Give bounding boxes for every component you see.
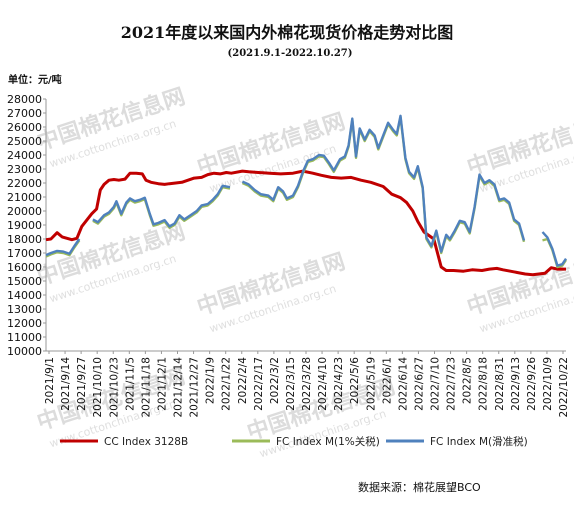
x-tick-label: 2022/9/26 [526, 357, 538, 411]
x-tick-label: 2022/4/23 [333, 357, 345, 411]
y-tick-label: 23000 [7, 163, 42, 176]
x-tick-label: 2022/5/6 [349, 357, 361, 404]
series-layer [45, 114, 568, 277]
y-tick-label: 26000 [7, 121, 42, 134]
x-tick-label: 2022/10/9 [542, 357, 554, 411]
x-tick-label: 2022/3/15 [285, 357, 297, 411]
y-tick-label: 28000 [7, 93, 42, 106]
y-tick-label: 20000 [7, 205, 42, 218]
y-tick-label: 22000 [7, 177, 42, 190]
legend-label-fc-index-sliding: FC Index M(滑准税) [430, 435, 528, 448]
source-note: 数据来源：棉花展望BCO [358, 480, 481, 494]
x-tick-label: 2022/7/23 [446, 357, 458, 411]
series-line-fc-index-sliding [45, 238, 81, 257]
x-tick-label: 2021/12/14 [173, 357, 185, 418]
x-tick-label: 2022/8/31 [494, 357, 506, 411]
x-tick-label: 2022/5/19 [365, 357, 377, 411]
unit-label: 单位：元/吨 [8, 73, 62, 86]
x-tick-label: 2021/12/27 [189, 357, 201, 418]
series-line-cc-index [45, 169, 566, 277]
x-tick-label: 2021/9/27 [76, 357, 88, 411]
x-tick-label: 2022/3/2 [269, 357, 281, 404]
x-tick-label: 2021/11/5 [124, 357, 136, 411]
x-tick-label: 2022/8/5 [462, 357, 474, 404]
y-tick-label: 17000 [7, 247, 42, 260]
y-tick-label: 14000 [7, 289, 42, 302]
x-tick-label: 2022/1/22 [221, 357, 233, 411]
chart-subtitle: (2021.9.1-2022.10.27) [228, 48, 353, 59]
x-tick-label: 2021/10/23 [108, 357, 120, 418]
x-tick-label: 2021/9/14 [60, 357, 72, 411]
x-tick-label: 2022/7/10 [430, 357, 442, 411]
x-tick-label: 2022/1/9 [205, 357, 217, 404]
y-tick-label: 19000 [7, 219, 42, 232]
y-tick-label: 13000 [7, 303, 42, 316]
y-tick-labels: 1000011000120001300014000150001600017000… [7, 93, 46, 358]
series-line-fc-index-sliding [241, 114, 526, 253]
y-tick-label: 27000 [7, 107, 42, 120]
x-tick-label: 2022/2/4 [237, 357, 249, 404]
x-tick-label: 2021/10/10 [92, 357, 104, 418]
y-tick-label: 10000 [7, 345, 42, 358]
legend: CC Index 3128B FC Index M(1%关税) FC Index… [60, 435, 528, 448]
x-tick-label: 2022/3/28 [301, 357, 313, 411]
chart-title: 2021年度以来国内外棉花现货价格走势对比图 [121, 23, 454, 42]
series-line-fc-index-sliding [92, 184, 231, 228]
x-tick-label: 2022/10/22 [558, 357, 570, 418]
y-tick-label: 12000 [7, 317, 42, 330]
y-tick-label: 25000 [7, 135, 42, 148]
x-tick-label: 2022/4/10 [317, 357, 329, 411]
x-tick-label: 2021/12/1 [156, 357, 168, 411]
y-tick-label: 24000 [7, 149, 42, 162]
x-tick-label: 2022/2/17 [253, 357, 265, 411]
x-tick-label: 2021/11/18 [140, 357, 152, 418]
x-tick-label: 2021/9/1 [44, 357, 56, 404]
y-tick-label: 11000 [7, 331, 42, 344]
y-tick-label: 18000 [7, 233, 42, 246]
x-tick-label: 2022/8/18 [478, 357, 490, 411]
x-tick-label: 2022/9/13 [510, 357, 522, 411]
series-line-fc-index-sliding [541, 231, 568, 267]
legend-label-cc-index: CC Index 3128B [104, 436, 188, 448]
x-tick-labels: 2021/9/1 2021/9/14 2021/9/27 2021/10/10 2021… [44, 351, 570, 418]
x-tick-label: 2022/6/27 [413, 357, 425, 411]
x-tick-label: 2022/6/1 [381, 357, 393, 404]
legend-label-fc-index-1pct: FC Index M(1%关税) [276, 435, 380, 448]
y-tick-label: 21000 [7, 191, 42, 204]
y-tick-label: 16000 [7, 261, 42, 274]
x-tick-label: 2022/6/14 [397, 357, 409, 411]
y-tick-label: 15000 [7, 275, 42, 288]
